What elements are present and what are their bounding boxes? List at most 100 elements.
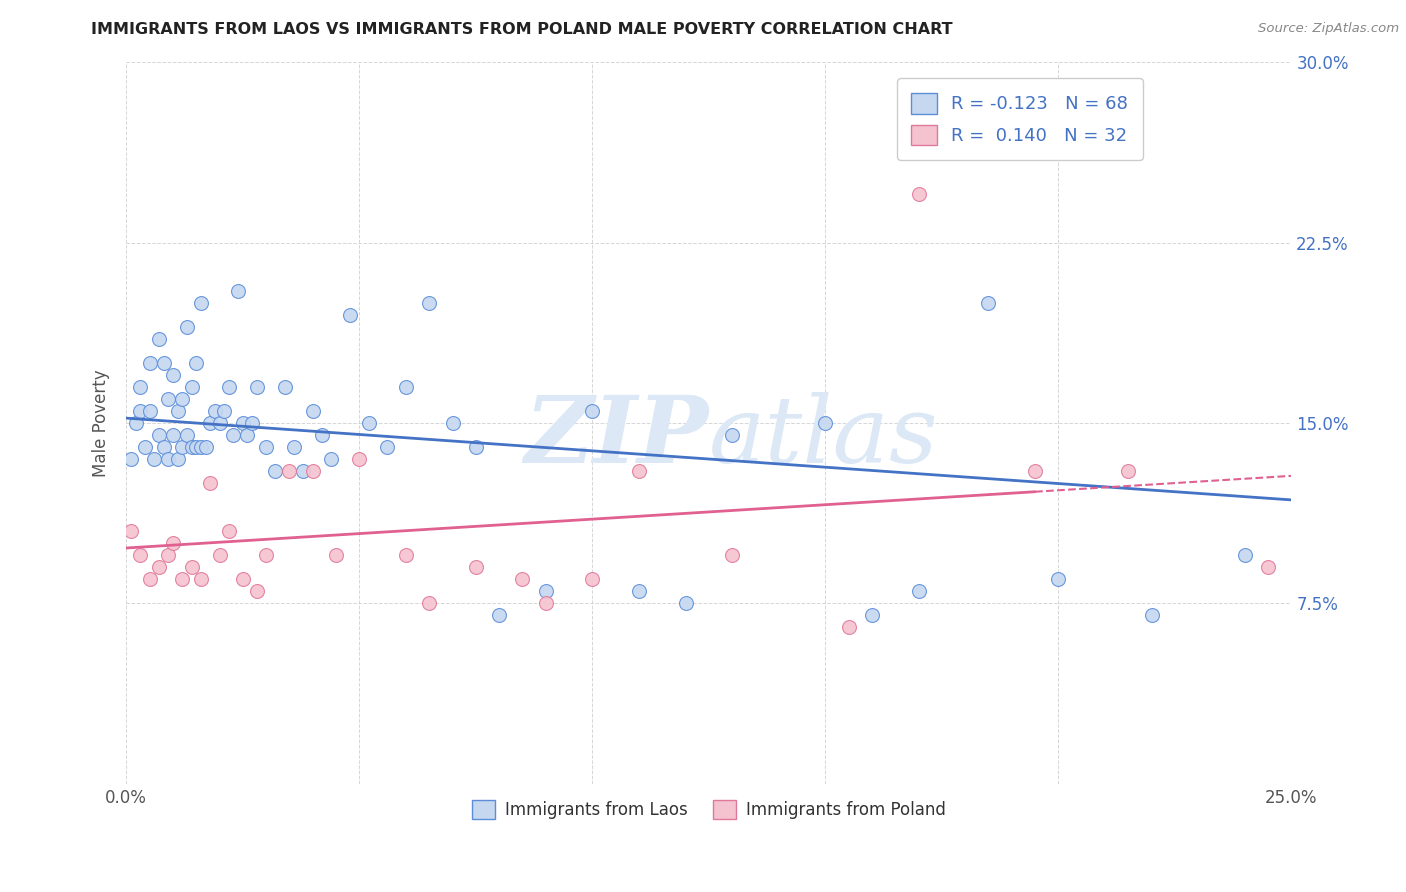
Point (464, 440, 486, 454)
Point (148, 332, 170, 346)
Point (375, 440, 398, 454)
Point (172, 572, 194, 586)
Point (172, 440, 194, 454)
Point (581, 572, 603, 586)
Point (395, 548, 418, 562)
Point (534, 584, 557, 599)
Point (152, 356, 174, 370)
Point (232, 572, 254, 586)
Point (395, 380, 418, 394)
Point (1024, 464, 1046, 478)
Point (180, 380, 202, 394)
Point (120, 524, 142, 538)
Point (246, 380, 269, 394)
Point (212, 404, 235, 418)
Point (218, 380, 240, 394)
Point (1257, 560, 1279, 574)
Point (190, 440, 212, 454)
Point (1047, 572, 1070, 586)
Text: ZIP: ZIP (524, 392, 709, 483)
Point (204, 404, 226, 418)
Point (222, 428, 245, 442)
Point (721, 428, 744, 442)
Point (138, 404, 160, 418)
Point (301, 464, 323, 478)
Point (441, 416, 464, 430)
Point (534, 596, 557, 610)
Point (162, 536, 184, 550)
Point (977, 295, 1000, 310)
Point (166, 452, 188, 467)
Point (186, 356, 208, 370)
Point (232, 416, 254, 430)
Point (194, 440, 217, 454)
Point (311, 428, 333, 442)
Point (148, 560, 170, 574)
Point (143, 452, 166, 467)
Text: atlas: atlas (709, 392, 938, 483)
Point (190, 572, 212, 586)
Point (162, 428, 184, 442)
Point (198, 476, 221, 491)
Point (1233, 548, 1256, 562)
Text: IMMIGRANTS FROM LAOS VS IMMIGRANTS FROM POLAND MALE POVERTY CORRELATION CHART: IMMIGRANTS FROM LAOS VS IMMIGRANTS FROM … (91, 22, 953, 37)
Point (218, 524, 240, 538)
Point (198, 416, 221, 430)
Point (627, 464, 650, 478)
Point (180, 560, 202, 574)
Point (274, 380, 297, 394)
Point (357, 416, 380, 430)
Point (129, 380, 152, 394)
Point (148, 428, 170, 442)
Point (176, 428, 198, 442)
Point (1116, 464, 1139, 478)
Text: Source: ZipAtlas.com: Source: ZipAtlas.com (1258, 22, 1399, 36)
Point (208, 548, 231, 562)
Point (124, 416, 146, 430)
Point (152, 440, 174, 454)
Point (814, 416, 837, 430)
Point (172, 392, 194, 406)
Point (301, 404, 323, 418)
Point (246, 584, 269, 599)
Point (240, 416, 263, 430)
Point (138, 572, 160, 586)
Point (321, 452, 343, 467)
Point (138, 356, 160, 370)
Point (166, 404, 188, 418)
Point (339, 308, 361, 322)
Point (721, 548, 744, 562)
Point (838, 620, 860, 634)
Point (134, 440, 156, 454)
Legend: Immigrants from Laos, Immigrants from Poland: Immigrants from Laos, Immigrants from Po… (465, 793, 953, 826)
Point (292, 464, 315, 478)
Point (464, 560, 486, 574)
Point (283, 440, 305, 454)
Point (226, 284, 249, 298)
Point (675, 596, 697, 610)
Point (581, 404, 603, 418)
Y-axis label: Male Poverty: Male Poverty (93, 369, 110, 476)
Point (418, 596, 440, 610)
Point (418, 295, 440, 310)
Point (349, 452, 371, 467)
Point (180, 440, 202, 454)
Point (157, 548, 180, 562)
Point (157, 392, 180, 406)
Point (907, 187, 929, 202)
Point (860, 608, 883, 623)
Point (512, 572, 534, 586)
Point (186, 440, 208, 454)
Point (157, 452, 180, 467)
Point (236, 428, 259, 442)
Point (120, 452, 142, 467)
Point (176, 319, 198, 334)
Point (325, 548, 347, 562)
Point (129, 548, 152, 562)
Point (254, 440, 277, 454)
Point (488, 608, 510, 623)
Point (162, 368, 184, 382)
Point (278, 464, 301, 478)
Point (627, 584, 650, 599)
Point (208, 416, 231, 430)
